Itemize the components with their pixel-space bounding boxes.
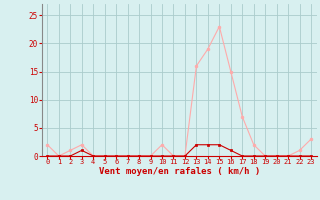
X-axis label: Vent moyen/en rafales ( km/h ): Vent moyen/en rafales ( km/h ) xyxy=(99,167,260,176)
